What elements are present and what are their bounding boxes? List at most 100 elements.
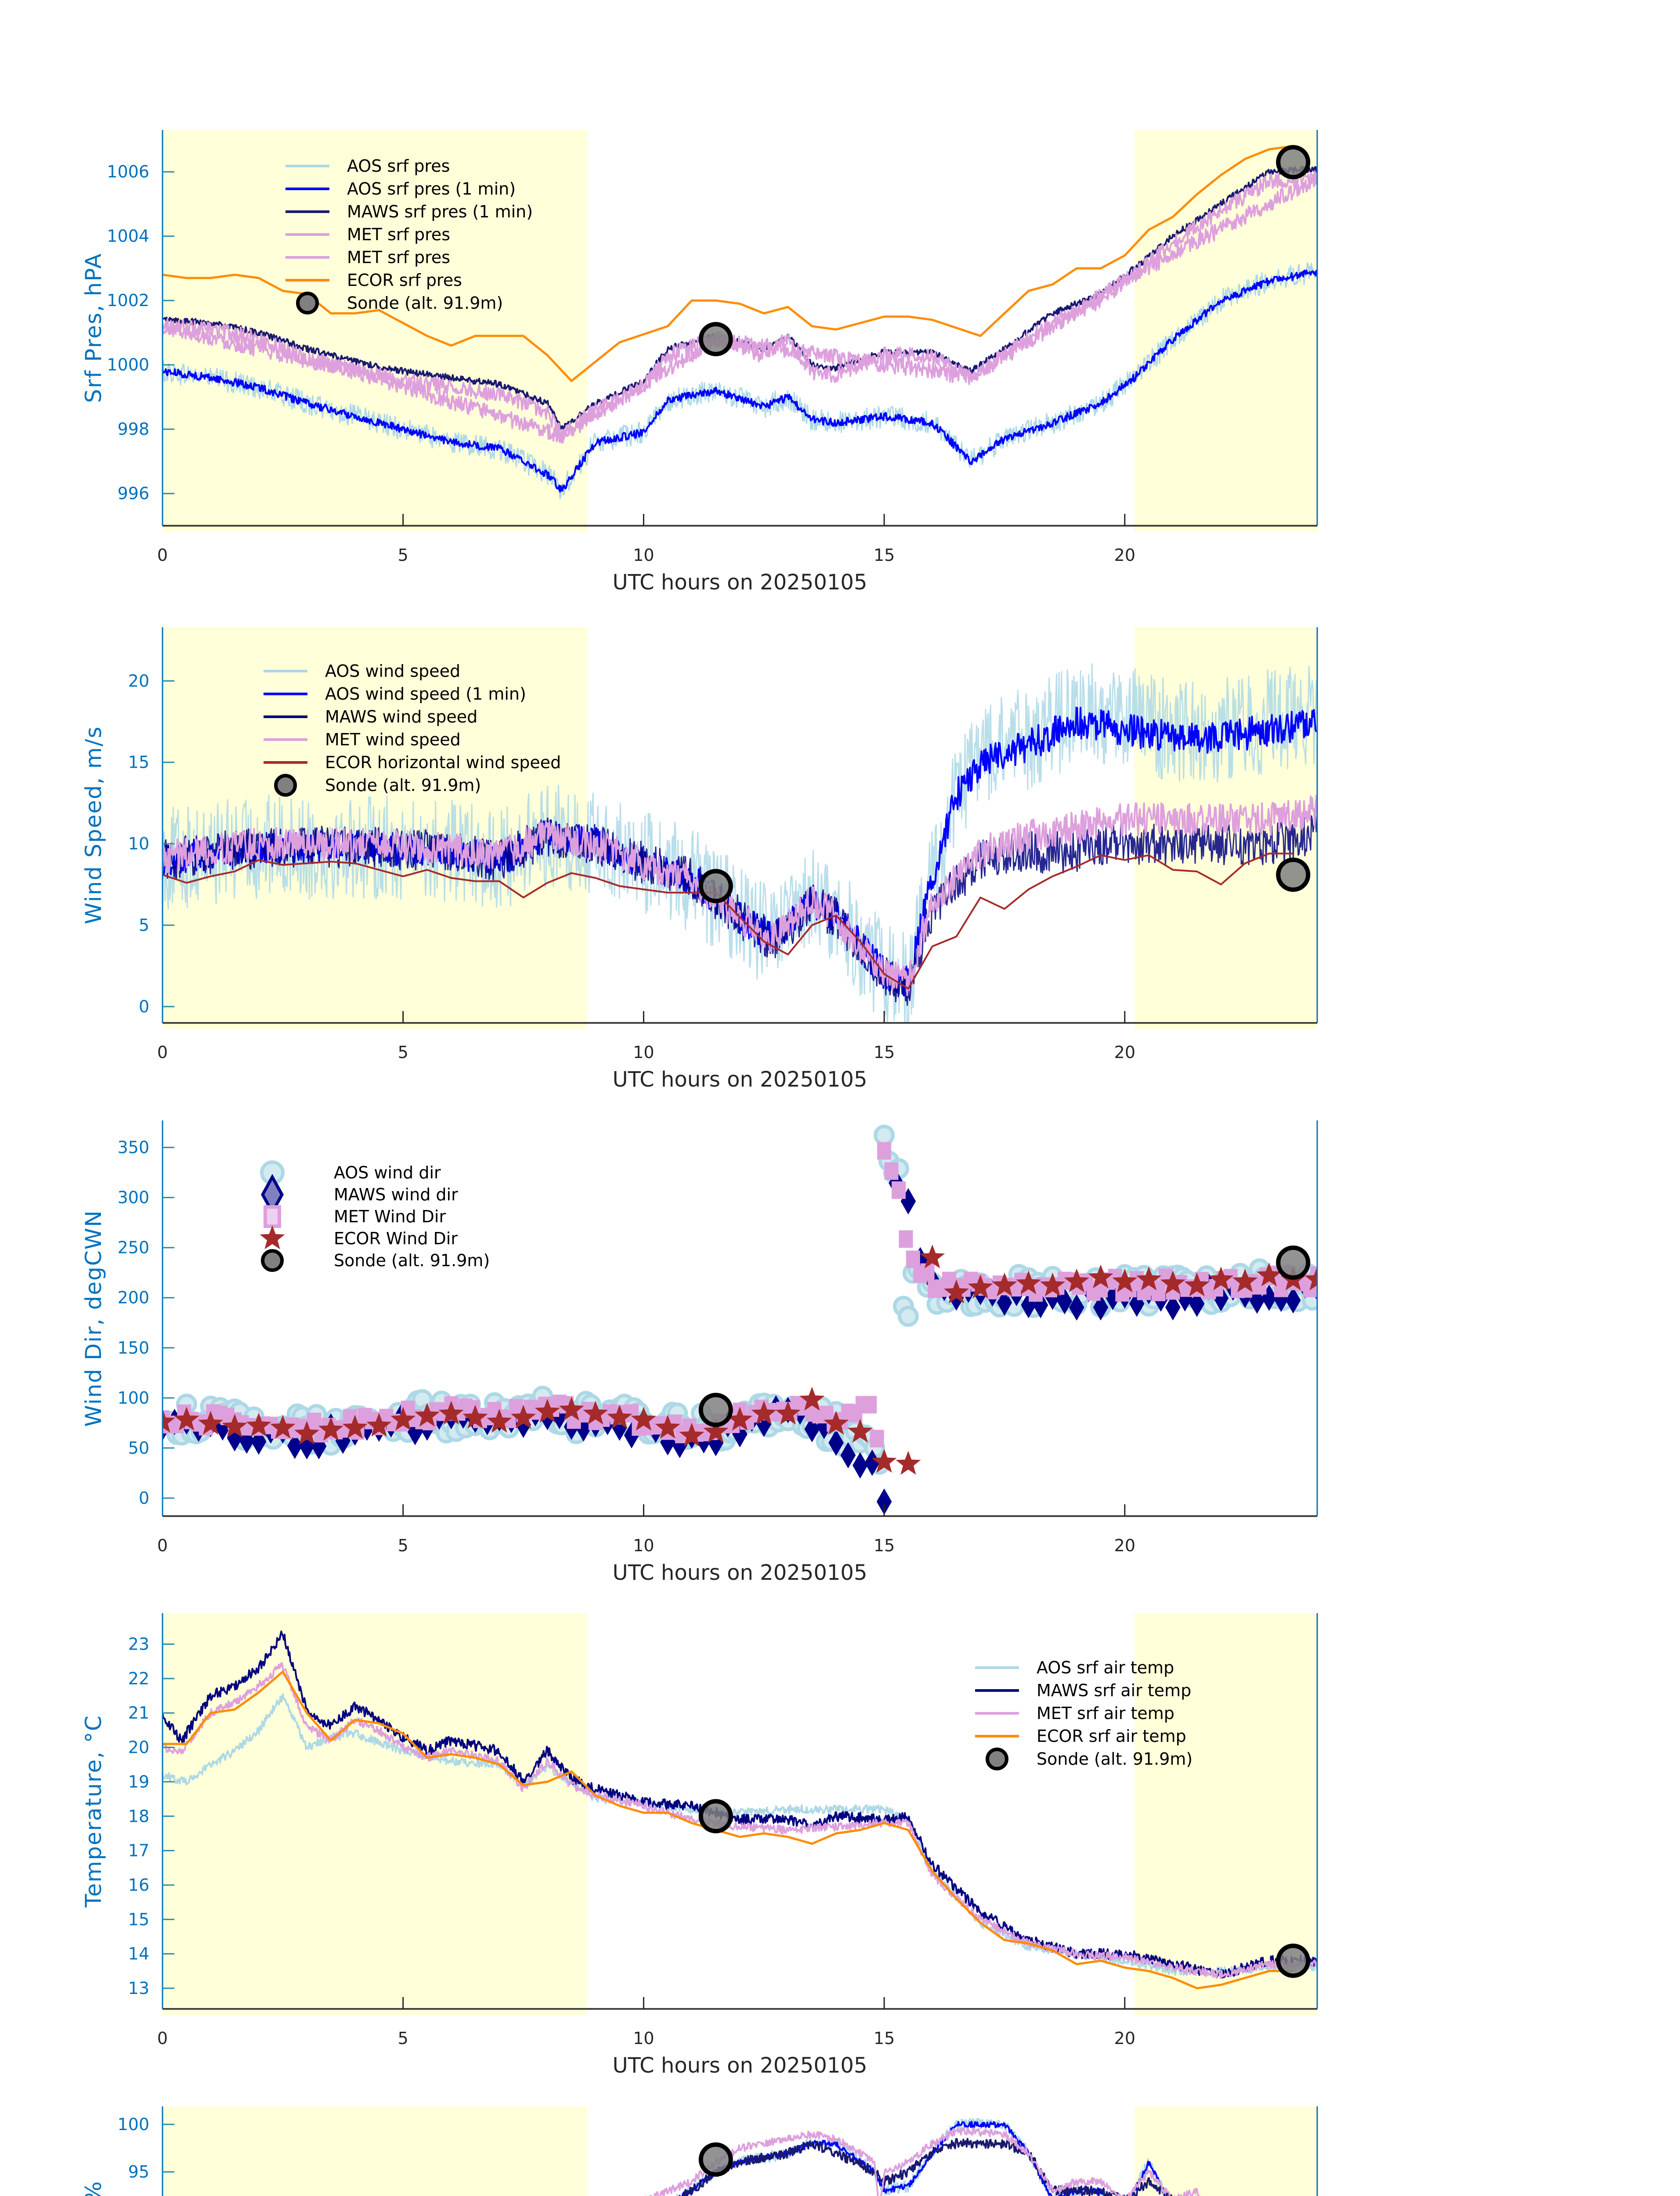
plot-area: [163, 145, 1317, 499]
data-point: [828, 1430, 844, 1456]
legend-item: AOS srf air temp: [975, 1658, 1174, 1677]
legend-item: MAWS wind dir: [261, 1174, 458, 1216]
y-tick-label: 0: [139, 997, 149, 1016]
y-tick-label: 0: [139, 1488, 149, 1508]
y-tick-label: 14: [128, 1944, 149, 1964]
legend-item: MET srf pres: [285, 248, 450, 267]
legend-label: AOS wind dir: [334, 1163, 441, 1182]
series-maws-rh: [682, 2138, 1172, 2196]
y-tick-label: 100: [117, 2115, 149, 2134]
y-tick-label: 5: [139, 916, 149, 935]
x-tick-label: 15: [874, 1536, 895, 1555]
y-tick-label: 350: [117, 1138, 149, 1157]
x-tick-label: 20: [1114, 545, 1135, 565]
sonde-marker-0: [698, 322, 733, 357]
x-axis-label: UTC hours on 20250105: [613, 570, 867, 595]
data-point: [1165, 1294, 1181, 1321]
sonde-marker-1: [1276, 857, 1311, 892]
x-axis-label: UTC hours on 20250105: [613, 1560, 867, 1585]
x-tick-label: 15: [874, 2029, 895, 2048]
data-point: [583, 1401, 608, 1425]
legend-item: MAWS srf air temp: [975, 1681, 1191, 1700]
data-point: [246, 1412, 271, 1437]
y-tick-label: 95: [128, 2162, 149, 2182]
y-axis-label: Srf Pres, hPA: [81, 253, 106, 403]
legend-item: AOS srf pres (1 min): [285, 179, 516, 199]
data-point: [559, 1397, 584, 1421]
data-point: [799, 1387, 825, 1411]
y-tick-label: 16: [128, 1875, 149, 1895]
legend-label: Sonde (alt. 91.9m): [1037, 1749, 1192, 1769]
y-tick-label: 1000: [107, 355, 149, 375]
data-point: [198, 1411, 224, 1435]
x-tick-label: 15: [874, 545, 895, 565]
x-axis-label: UTC hours on 20250105: [613, 2053, 867, 2078]
legend-sonde-icon: [274, 774, 297, 797]
data-point: [1184, 1272, 1210, 1297]
x-tick-label: 0: [157, 2029, 168, 2048]
x-tick-label: 5: [398, 1043, 408, 1062]
data-point: [318, 1416, 343, 1441]
x-tick-label: 20: [1114, 1043, 1135, 1062]
legend-label: Sonde (alt. 91.9m): [325, 776, 481, 795]
data-point: [1057, 1288, 1073, 1315]
y-tick-label: 1006: [107, 162, 149, 181]
series-aos-srf-pres-1-min-: [163, 269, 1317, 493]
legend-label: ECOR srf air temp: [1037, 1726, 1186, 1746]
data-point: [655, 1415, 680, 1439]
x-tick-label: 0: [157, 545, 168, 565]
series-met-srf-pres: [163, 173, 1317, 444]
legend-label: ECOR horizontal wind speed: [325, 753, 561, 772]
data-point: [847, 1419, 873, 1443]
panel-wind_speed: 0 5 10 15 20 0 5 10 15 20 UTC hours on 20250105 Win…: [81, 627, 1318, 1092]
legend-label: MET wind speed: [325, 730, 461, 749]
legend-item: MET srf air temp: [975, 1704, 1174, 1723]
series-ecor-srf-air-temp: [163, 1670, 1293, 1990]
data-point: [992, 1272, 1017, 1297]
data-point: [438, 1401, 464, 1425]
data-point: [1064, 1268, 1089, 1293]
legend-label: AOS srf pres (1 min): [347, 179, 516, 199]
y-tick-label: 22: [128, 1669, 149, 1688]
legend-item: MAWS wind speed: [264, 707, 477, 726]
y-tick-label: 100: [117, 1388, 149, 1408]
legend-label: MET srf air temp: [1037, 1704, 1174, 1723]
y-tick-label: 300: [117, 1188, 149, 1207]
legend-item: MAWS srf pres (1 min): [285, 202, 533, 221]
legend-label: MET srf pres: [347, 225, 450, 244]
legend: AOS wind speed AOS wind speed (1 min) MAWS…: [264, 661, 561, 797]
y-axis-label: Relative Humidity, %: [81, 2181, 106, 2196]
plot-area: [163, 1124, 1317, 1515]
y-tick-label: 23: [128, 1635, 149, 1654]
data-point: [824, 1411, 849, 1435]
data-point: [366, 1412, 392, 1437]
y-tick-label: 19: [128, 1772, 149, 1791]
y-axis-label: Wind Speed, m/s: [81, 726, 106, 925]
data-point: [840, 1442, 856, 1469]
series-aos-srf-pres: [163, 262, 1317, 499]
data-point: [804, 1416, 820, 1442]
data-point: [775, 1401, 801, 1425]
x-tick-label: 5: [398, 545, 408, 565]
panel-temperature: 13 14 15 16 17 18 19 20 21 22 23 0 5 10 15 20 UTC hours …: [81, 1613, 1318, 2078]
data-point: [294, 1421, 320, 1445]
shaded-period-1: [1134, 2106, 1317, 2196]
legend-item: AOS srf pres: [285, 156, 450, 176]
data-point: [853, 1452, 868, 1479]
data-point: [703, 1419, 729, 1443]
sonde-marker-1: [1276, 145, 1311, 180]
data-point: [884, 1162, 899, 1180]
data-point: [342, 1415, 368, 1439]
x-tick-label: 20: [1114, 2029, 1135, 2048]
series-met-srf-air-temp: [163, 1662, 1317, 1979]
x-tick-label: 10: [633, 1536, 654, 1555]
plot-area: [645, 2118, 1201, 2196]
data-point: [462, 1405, 488, 1429]
legend-item: Sonde (alt. 91.9m): [274, 774, 481, 797]
data-point: [727, 1407, 752, 1431]
data-point: [535, 1398, 560, 1423]
plot-area: [163, 1630, 1317, 1990]
x-tick-label: 10: [633, 1043, 654, 1062]
plot-area: [163, 663, 1317, 1023]
